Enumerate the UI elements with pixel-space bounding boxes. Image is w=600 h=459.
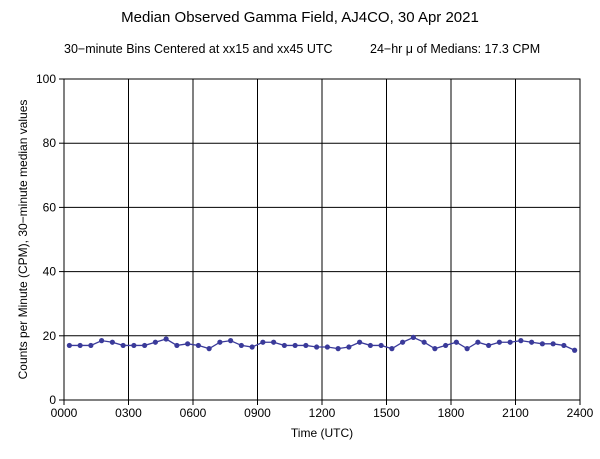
data-point [109,339,115,345]
data-point [507,339,513,345]
data-point [228,338,234,344]
chart-subtitle-mean: 24−hr μ of Medians: 17.3 CPM [370,42,541,56]
data-point [550,341,556,347]
data-point [131,342,137,349]
data-point [432,346,438,352]
y-tick-label: 60 [43,200,57,214]
data-point [496,339,502,345]
data-point [281,342,287,349]
data-point [475,339,481,345]
x-tick-label: 0300 [115,406,142,420]
data-point [195,342,201,349]
x-tick-label: 2100 [502,406,529,420]
data-point [271,339,277,345]
data-point [142,342,148,349]
data-point [518,338,524,344]
data-point [421,339,427,345]
data-point [152,339,158,345]
x-tick-label: 0900 [244,406,271,420]
data-point [335,346,341,352]
data-point [561,342,567,349]
data-point [367,342,373,349]
data-point [303,342,309,349]
data-point [206,346,212,352]
x-axis-ticks: 0000 0300 0600 0900 1200 1500 1800 2100 2400 [51,400,594,420]
data-point [217,339,223,345]
x-tick-label: 0600 [180,406,207,420]
data-point [66,342,72,349]
data-point [163,336,169,342]
y-tick-label: 0 [49,393,56,407]
data-point [486,342,492,349]
data-point [249,344,255,350]
data-point [539,341,545,347]
y-axis-ticks: 0 20 40 60 80 100 [36,72,64,407]
data-point [88,342,94,349]
data-point [99,338,105,344]
data-point [238,342,244,349]
x-tick-label: 0000 [51,406,78,420]
y-tick-label: 20 [43,329,57,343]
y-axis-label: Counts per Minute (CPM), 30−minute media… [16,100,30,380]
x-tick-label: 1500 [373,406,400,420]
chart-subtitle-bins: 30−minute Bins Centered at xx15 and xx45… [64,42,333,56]
x-tick-label: 2400 [567,406,594,420]
data-point [185,341,191,347]
data-point [77,342,83,349]
data-point [443,342,449,349]
chart-title: Median Observed Gamma Field, AJ4CO, 30 A… [121,9,479,26]
x-axis-label: Time (UTC) [291,426,353,440]
data-point [400,339,406,345]
x-tick-label: 1200 [309,406,336,420]
y-tick-label: 100 [36,72,56,86]
data-point [389,346,395,352]
data-point [378,342,384,349]
data-point [174,342,180,349]
y-tick-label: 40 [43,265,57,279]
data-point [410,334,416,341]
data-point [464,346,470,352]
data-point [453,339,459,345]
data-point [529,339,535,345]
data-point [357,339,363,345]
data-point [572,347,578,353]
data-point [314,344,320,350]
chart-grid [64,79,580,400]
series-layer [66,334,578,353]
data-point [324,344,330,350]
data-point [292,342,298,349]
data-point [260,339,266,345]
data-point [346,344,352,350]
y-tick-label: 80 [43,136,57,150]
data-point [120,342,126,349]
x-tick-label: 1800 [438,406,465,420]
